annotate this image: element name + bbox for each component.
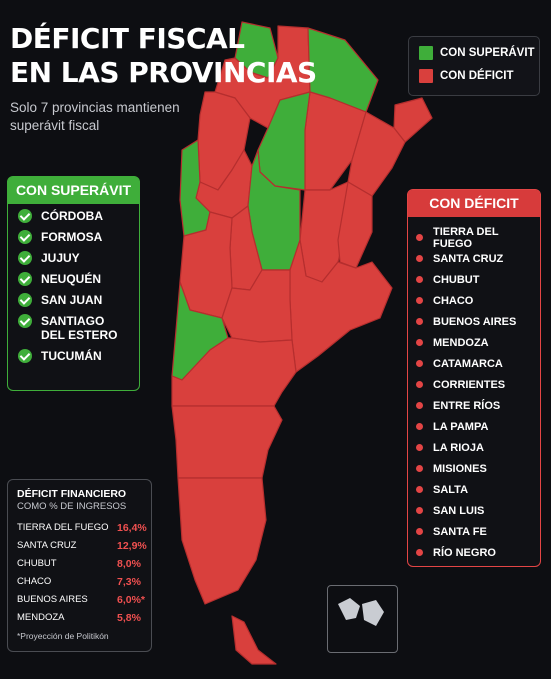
check-icon xyxy=(18,251,32,265)
check-icon xyxy=(18,209,32,223)
legend-deficit-label: CON DÉFICIT xyxy=(440,70,514,82)
bullet-icon xyxy=(416,381,423,388)
table-row: TIERRA DEL FUEGO 16,4% xyxy=(17,522,147,534)
list-item: MENDOZA xyxy=(416,332,540,353)
surplus-list-title: CON SUPERÁVIT xyxy=(8,177,139,204)
malvinas-inset-frame xyxy=(327,585,398,653)
list-item: TUCUMÁN xyxy=(18,349,131,363)
subtitle: Solo 7 provincias mantienen superávit fi… xyxy=(10,100,180,133)
list-item: CHUBUT xyxy=(416,269,540,290)
financial-deficit-box: DÉFICIT FINANCIERO COMO % DE INGRESOS TI… xyxy=(7,479,152,652)
list-item: SALTA xyxy=(416,479,540,500)
list-item: JUJUY xyxy=(18,251,131,265)
check-icon xyxy=(18,314,32,328)
page-title: DÉFICIT FISCAL EN LAS PROVINCIAS xyxy=(10,22,317,90)
bullet-icon xyxy=(416,318,423,325)
table-row: SANTA CRUZ 12,9% xyxy=(17,540,147,552)
list-item: SANTA CRUZ xyxy=(416,248,540,269)
province-santa-cruz xyxy=(177,477,267,605)
surplus-swatch xyxy=(419,46,433,60)
table-row: BUENOS AIRES 6,0%* xyxy=(17,594,146,606)
surplus-list-box: CON SUPERÁVIT CÓRDOBA FORMOSA JUJUY NEUQ… xyxy=(7,176,140,391)
legend-surplus: CON SUPERÁVIT xyxy=(419,46,535,60)
list-item: TIERRA DEL FUEGO xyxy=(416,226,540,250)
list-item: CORRIENTES xyxy=(416,374,540,395)
list-item: SANTA FE xyxy=(416,521,540,542)
list-item: ENTRE RÍOS xyxy=(416,395,540,416)
province-chubut xyxy=(171,405,283,479)
bullet-icon xyxy=(416,486,423,493)
province-rio-negro xyxy=(171,337,297,407)
bullet-icon xyxy=(416,255,423,262)
deficit-list: TIERRA DEL FUEGO SANTA CRUZ CHUBUT CHACO… xyxy=(416,226,540,563)
list-item: BUENOS AIRES xyxy=(416,311,540,332)
financial-footnote: *Proyección de Politikón xyxy=(17,631,109,641)
financial-subheading: COMO % DE INGRESOS xyxy=(17,501,127,512)
check-icon xyxy=(18,272,32,286)
legend-surplus-label: CON SUPERÁVIT xyxy=(440,47,535,59)
table-row: CHACO 7,3% xyxy=(17,576,141,588)
list-item: SANTIAGO DEL ESTERO xyxy=(18,314,131,342)
list-item: SAN LUIS xyxy=(416,500,540,521)
deficit-list-title: CON DÉFICIT xyxy=(408,190,540,217)
list-item: CHACO xyxy=(416,290,540,311)
deficit-swatch xyxy=(419,69,433,83)
bullet-icon xyxy=(416,360,423,367)
bullet-icon xyxy=(416,549,423,556)
bullet-icon xyxy=(416,297,423,304)
check-icon xyxy=(18,293,32,307)
legend-deficit: CON DÉFICIT xyxy=(419,69,513,83)
province-misiones xyxy=(393,97,433,143)
islas-malvinas xyxy=(338,598,384,626)
title-line-1: DÉFICIT FISCAL xyxy=(10,22,245,55)
bullet-icon xyxy=(416,402,423,409)
bullet-icon xyxy=(416,507,423,514)
financial-heading: DÉFICIT FINANCIERO xyxy=(17,488,127,500)
list-item: MISIONES xyxy=(416,458,540,479)
list-item: CATAMARCA xyxy=(416,353,540,374)
title-line-2: EN LAS PROVINCIAS xyxy=(10,56,317,89)
bullet-icon xyxy=(416,528,423,535)
surplus-list: CÓRDOBA FORMOSA JUJUY NEUQUÉN SAN JUAN S… xyxy=(18,209,131,370)
list-item: FORMOSA xyxy=(18,230,131,244)
bullet-icon xyxy=(416,423,423,430)
bullet-icon xyxy=(416,465,423,472)
table-row: MENDOZA 5,8% xyxy=(17,612,141,624)
province-tierra-del-fuego xyxy=(231,615,277,665)
deficit-list-box: CON DÉFICIT TIERRA DEL FUEGO SANTA CRUZ … xyxy=(407,189,541,567)
check-icon xyxy=(18,230,32,244)
province-corrientes xyxy=(347,111,406,197)
map-legend: CON SUPERÁVIT CON DÉFICIT xyxy=(408,36,540,96)
list-item: LA PAMPA xyxy=(416,416,540,437)
check-icon xyxy=(18,349,32,363)
list-item: LA RIOJA xyxy=(416,437,540,458)
list-item: RÍO NEGRO xyxy=(416,542,540,563)
list-item: NEUQUÉN xyxy=(18,272,131,286)
list-item: CÓRDOBA xyxy=(18,209,131,223)
list-item: SAN JUAN xyxy=(18,293,131,307)
bullet-icon xyxy=(416,276,423,283)
table-row: CHUBUT 8,0% xyxy=(17,558,141,570)
bullet-icon xyxy=(416,444,423,451)
bullet-icon xyxy=(416,339,423,346)
bullet-icon xyxy=(416,234,423,241)
